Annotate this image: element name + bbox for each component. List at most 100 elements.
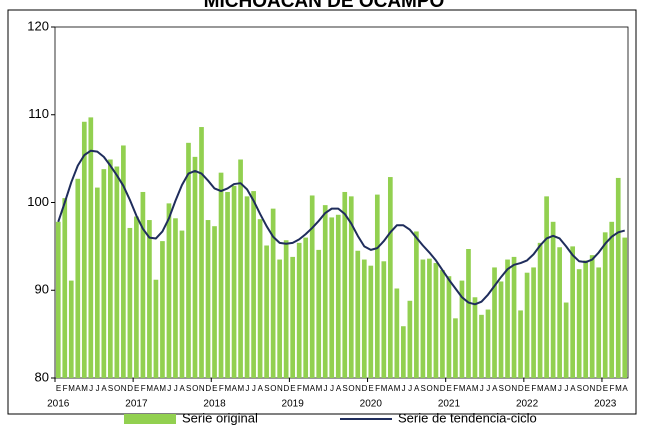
x-tick-label: O [348, 384, 354, 393]
bar [361, 259, 367, 378]
x-tick-label: O [192, 384, 198, 393]
bar [205, 220, 211, 378]
year-label: 2019 [282, 399, 305, 410]
x-tick-label: F [219, 384, 224, 393]
x-tick-label: A [414, 384, 420, 393]
x-tick-label: E [603, 384, 608, 393]
x-tick-label: D [284, 384, 290, 393]
x-tick-label: D [205, 384, 211, 393]
x-tick-label: E [290, 384, 295, 393]
x-tick-label: A [180, 384, 186, 393]
y-tick-label: 80 [35, 369, 49, 384]
bar [257, 219, 263, 378]
bar [218, 172, 224, 378]
x-tick-label: S [342, 384, 347, 393]
x-tick-label: N [355, 384, 361, 393]
legend-label: Serie original [182, 410, 258, 425]
x-tick-label: A [154, 384, 160, 393]
x-tick-label: J [252, 384, 256, 393]
bar [316, 249, 322, 378]
bar [55, 221, 61, 378]
x-tick-label: J [408, 384, 412, 393]
bar [153, 279, 159, 378]
bar [212, 226, 217, 378]
bar [550, 221, 556, 378]
bar [147, 220, 152, 378]
x-tick-label: M [68, 384, 75, 393]
trend-line [57, 149, 626, 306]
bar [583, 260, 589, 378]
x-tick-label: E [56, 384, 61, 393]
bar [127, 227, 133, 378]
x-tick-label: A [75, 384, 81, 393]
bar [427, 258, 432, 378]
bar [309, 195, 315, 378]
x-tick-label: N [277, 384, 283, 393]
x-tick-label: M [316, 384, 323, 393]
bar [602, 232, 608, 378]
bar [414, 231, 419, 378]
legend-swatch [124, 414, 176, 424]
x-tick-label: E [212, 384, 217, 393]
bar [251, 191, 256, 378]
x-tick-label: S [108, 384, 113, 393]
y-tick-label: 110 [28, 106, 49, 121]
x-tick-label: F [141, 384, 146, 393]
bar [374, 194, 380, 378]
bar [381, 261, 387, 378]
x-tick-label: F [375, 384, 380, 393]
x-tick-label: M [237, 384, 244, 393]
bar [518, 310, 523, 378]
bar [348, 196, 354, 378]
x-tick-label: J [558, 384, 562, 393]
bar [342, 191, 348, 378]
bar [88, 117, 94, 378]
x-tick-label: M [459, 384, 466, 393]
year-label: 2020 [360, 399, 383, 410]
x-tick-label: A [388, 384, 394, 393]
y-tick-label: 120 [27, 18, 49, 33]
y-tick-label: 90 [35, 282, 49, 297]
bar [368, 265, 374, 378]
x-tick-label: S [577, 384, 582, 393]
bar [524, 272, 530, 378]
bar [296, 242, 302, 378]
bar [140, 191, 146, 378]
bar [440, 270, 445, 378]
legend-label: Serie de tendencia-ciclo [398, 410, 537, 425]
bar [511, 256, 517, 378]
bar [179, 230, 185, 378]
bar [622, 237, 628, 378]
x-tick-label: E [447, 384, 452, 393]
x-tick-label: A [466, 384, 472, 393]
x-tick-label: D [362, 384, 368, 393]
bar [557, 247, 562, 378]
bar [570, 246, 575, 378]
x-tick-label: N [121, 384, 127, 393]
x-tick-label: S [264, 384, 269, 393]
x-tick-label: A [310, 384, 316, 393]
x-tick-label: O [427, 384, 433, 393]
x-tick-label: A [101, 384, 107, 393]
bar [433, 263, 439, 378]
chart-title: MICHOACÁN DE OCAMPO [204, 0, 445, 12]
bar [244, 196, 250, 378]
x-tick-label: M [394, 384, 401, 393]
x-tick-label: O [270, 384, 276, 393]
x-tick-label: J [167, 384, 171, 393]
x-tick-label: N [511, 384, 517, 393]
bar [283, 240, 289, 378]
bar [505, 259, 510, 378]
x-tick-label: O [114, 384, 120, 393]
x-tick-label: M [146, 384, 153, 393]
bar [173, 218, 178, 378]
bar [453, 318, 458, 378]
bar [335, 214, 341, 378]
x-tick-label: D [440, 384, 446, 393]
bar [322, 205, 328, 378]
bar [81, 121, 87, 379]
chart-frame [7, 9, 637, 415]
x-tick-label: D [127, 384, 133, 393]
x-tick-label: M [537, 384, 544, 393]
x-tick-label: N [433, 384, 439, 393]
